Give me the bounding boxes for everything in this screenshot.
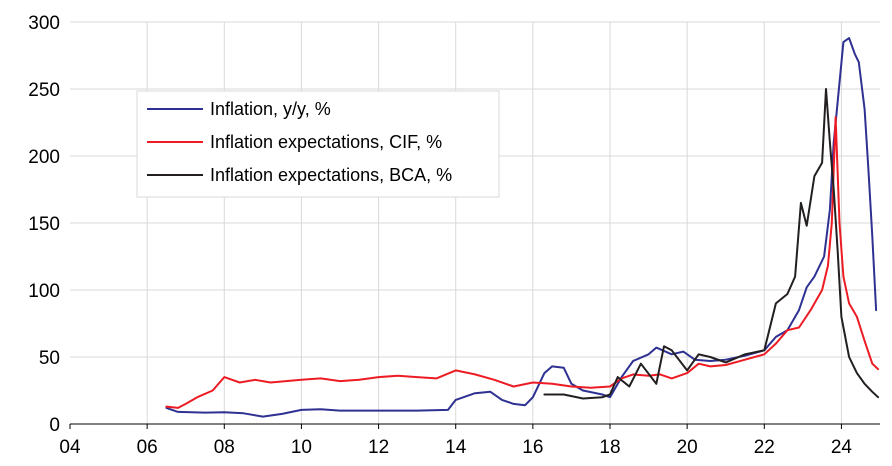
legend-label: Inflation expectations, CIF, % bbox=[210, 132, 442, 152]
legend-label: Inflation, y/y, % bbox=[210, 99, 331, 119]
y-tick-label: 150 bbox=[28, 214, 60, 235]
x-tick-label: 06 bbox=[137, 437, 158, 458]
y-tick-label: 100 bbox=[28, 281, 60, 302]
x-tick-label: 16 bbox=[522, 437, 543, 458]
x-tick-label: 04 bbox=[59, 437, 81, 458]
series-layer bbox=[165, 37, 880, 418]
x-tick-label: 20 bbox=[677, 437, 698, 458]
x-tick-label: 22 bbox=[754, 437, 775, 458]
y-tick-label: 250 bbox=[28, 80, 60, 101]
axes: 0 50 100 150 200 250 300 04 06 08 10 12 14 16 18 20 22 24 bbox=[28, 13, 880, 458]
series-line-2 bbox=[165, 116, 880, 409]
y-tick-label: 300 bbox=[28, 13, 60, 34]
series-line-3 bbox=[543, 88, 880, 400]
x-tick-label: 24 bbox=[831, 437, 853, 458]
y-tick-label: 200 bbox=[28, 147, 60, 168]
legend: Inflation, y/y, % Inflation expectations,… bbox=[136, 90, 500, 198]
x-tick-label: 10 bbox=[291, 437, 312, 458]
y-tick-label: 0 bbox=[49, 415, 60, 436]
x-tick-label: 08 bbox=[214, 437, 235, 458]
grid-lines bbox=[70, 21, 880, 424]
y-tick-label: 50 bbox=[39, 348, 60, 369]
x-tick-label: 18 bbox=[599, 437, 620, 458]
x-tick-label: 14 bbox=[445, 437, 467, 458]
x-tick-label: 12 bbox=[368, 437, 389, 458]
legend-label: Inflation expectations, BCA, % bbox=[210, 165, 452, 185]
